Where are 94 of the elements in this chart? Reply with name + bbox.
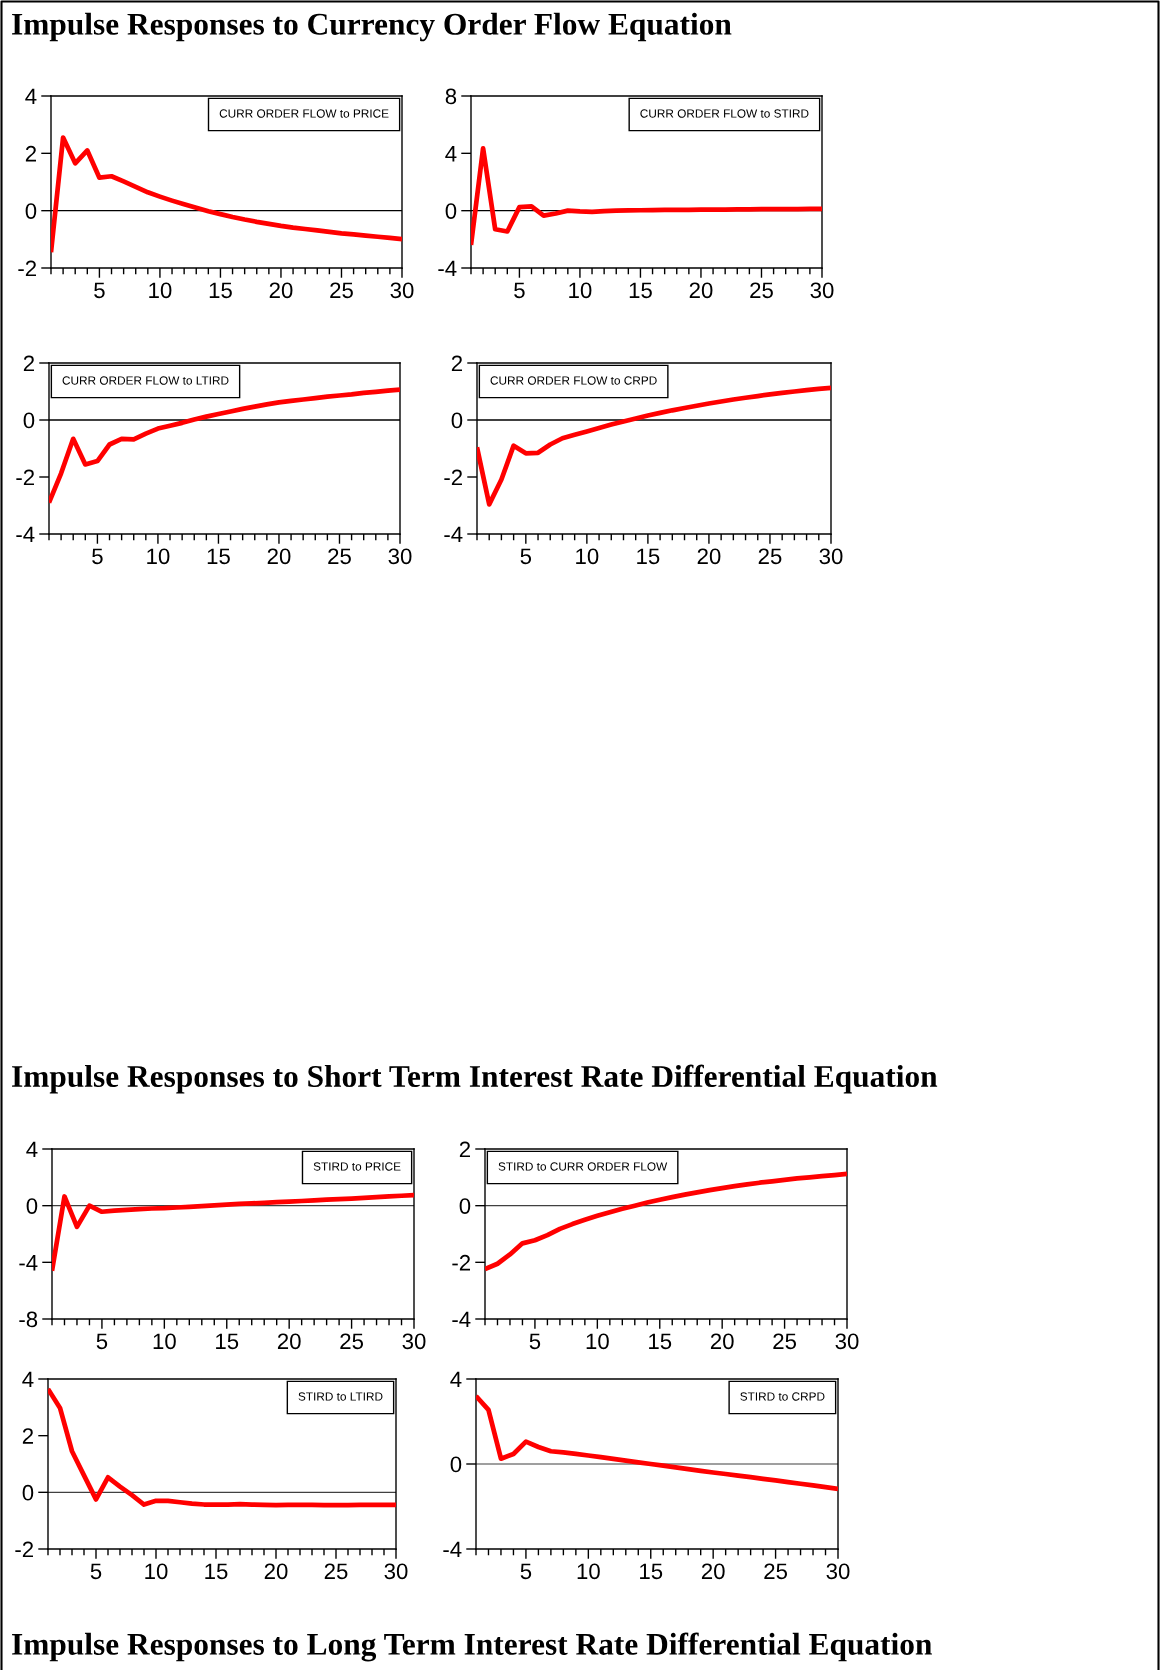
y-tick-label: -4 bbox=[19, 1255, 38, 1271]
x-tick-label: 20 bbox=[264, 1563, 288, 1580]
y-tick-label: 0 bbox=[23, 412, 35, 429]
x-tick-label: 20 bbox=[269, 282, 293, 299]
y-tick-label: 2 bbox=[22, 1428, 33, 1444]
x-tick-label: 15 bbox=[207, 548, 230, 565]
x-tick-label: 5 bbox=[520, 1563, 532, 1580]
y-tick-label: 4 bbox=[450, 1371, 462, 1388]
x-tick-label: 10 bbox=[577, 1563, 600, 1580]
line-series bbox=[476, 1393, 838, 1492]
x-tick-label: 5 bbox=[90, 1563, 102, 1580]
y-tick-label: 8 bbox=[445, 88, 457, 105]
y-tick-label: -4 bbox=[444, 526, 463, 543]
x-tick-label: 30 bbox=[388, 548, 412, 565]
x-tick-label: 10 bbox=[149, 282, 172, 299]
y-tick-label: 4 bbox=[22, 1371, 34, 1388]
y-tick-label: -4 bbox=[452, 1311, 471, 1328]
x-tick-label: 5 bbox=[94, 282, 105, 299]
x-tick-label: 20 bbox=[277, 1333, 301, 1350]
y-tick-label: 4 bbox=[445, 146, 457, 162]
text: STIRD to PRICE bbox=[313, 1162, 401, 1171]
y-tick-label: -4 bbox=[438, 260, 457, 277]
y-tick-label: 0 bbox=[445, 203, 457, 219]
x-tick-label: 30 bbox=[826, 1563, 850, 1580]
x-tick-label: 30 bbox=[402, 1333, 426, 1350]
x-tick-label: 25 bbox=[324, 1563, 348, 1580]
x-tick-label: 10 bbox=[153, 1333, 176, 1350]
x-tick-label: 10 bbox=[147, 548, 170, 565]
y-tick-label: 0 bbox=[459, 1198, 471, 1214]
text: CURR ORDER FLOW to LTIRD bbox=[62, 376, 229, 385]
x-tick-label: 30 bbox=[384, 1563, 408, 1580]
x-tick-label: 5 bbox=[96, 1333, 108, 1350]
y-tick-label: 2 bbox=[459, 1141, 470, 1158]
text: CURR ORDER FLOW to STIRD bbox=[640, 109, 809, 118]
y-tick-label: 2 bbox=[451, 355, 462, 372]
x-tick-label: 25 bbox=[330, 282, 353, 299]
line-series bbox=[52, 1192, 414, 1274]
y-tick-label: 4 bbox=[25, 88, 37, 105]
x-tick-label: 30 bbox=[835, 1333, 859, 1350]
x-tick-label: 20 bbox=[267, 548, 291, 565]
text: Impulse Responses to Long Term Interest Rate Differential Equation bbox=[12, 1632, 932, 1662]
x-tick-label: 5 bbox=[92, 548, 103, 565]
x-tick-label: 25 bbox=[758, 548, 782, 565]
x-tick-label: 20 bbox=[701, 1563, 725, 1580]
text: STIRD to CRPD bbox=[740, 1392, 825, 1401]
y-tick-label: 4 bbox=[26, 1141, 38, 1158]
y-tick-label: -8 bbox=[19, 1311, 38, 1328]
x-tick-label: 15 bbox=[205, 1563, 228, 1580]
x-tick-label: 10 bbox=[586, 1333, 609, 1350]
y-tick-label: 0 bbox=[450, 1456, 462, 1473]
y-tick-label: 0 bbox=[451, 412, 463, 429]
text: CURR ORDER FLOW to CRPD bbox=[490, 376, 657, 385]
x-tick-label: 20 bbox=[689, 282, 713, 299]
x-tick-label: 25 bbox=[750, 282, 773, 299]
x-tick-label: 10 bbox=[145, 1563, 168, 1580]
y-tick-label: -2 bbox=[18, 260, 36, 277]
y-tick-label: -2 bbox=[444, 469, 462, 486]
y-tick-label: 2 bbox=[23, 355, 34, 372]
x-tick-label: 15 bbox=[640, 1563, 663, 1580]
x-tick-label: 10 bbox=[576, 548, 599, 565]
y-tick-label: -2 bbox=[16, 469, 34, 486]
text: STIRD to LTIRD bbox=[298, 1392, 383, 1401]
y-tick-label: 0 bbox=[25, 203, 37, 219]
x-tick-label: 20 bbox=[710, 1333, 734, 1350]
x-tick-label: 25 bbox=[328, 548, 351, 565]
x-tick-label: 25 bbox=[773, 1333, 797, 1350]
y-tick-label: 0 bbox=[26, 1198, 38, 1214]
line-series bbox=[48, 1386, 396, 1508]
x-tick-label: 15 bbox=[216, 1333, 239, 1350]
x-tick-label: 30 bbox=[390, 282, 414, 299]
x-tick-label: 15 bbox=[637, 548, 660, 565]
x-tick-label: 30 bbox=[810, 282, 834, 299]
x-tick-label: 20 bbox=[697, 548, 721, 565]
y-tick-label: 0 bbox=[22, 1484, 34, 1501]
text: Impulse Responses to Currency Order Flow Equation bbox=[12, 12, 732, 42]
x-tick-label: 5 bbox=[529, 1333, 541, 1350]
x-tick-label: 5 bbox=[520, 548, 532, 565]
y-tick-label: -4 bbox=[443, 1541, 462, 1558]
x-tick-label: 25 bbox=[340, 1333, 364, 1350]
x-tick-label: 30 bbox=[819, 548, 843, 565]
x-tick-label: 15 bbox=[629, 282, 652, 299]
y-tick-label: 2 bbox=[25, 145, 36, 162]
y-tick-label: -2 bbox=[452, 1254, 470, 1271]
x-tick-label: 5 bbox=[514, 282, 525, 299]
y-tick-label: -2 bbox=[15, 1541, 33, 1558]
text: Impulse Responses to Short Term Interest Rate Differential Equation bbox=[12, 1064, 938, 1094]
text: STIRD to CURR ORDER FLOW bbox=[498, 1162, 668, 1171]
x-tick-label: 25 bbox=[764, 1563, 788, 1580]
x-tick-label: 15 bbox=[649, 1333, 672, 1350]
y-tick-label: -4 bbox=[16, 526, 35, 543]
text: CURR ORDER FLOW to PRICE bbox=[219, 109, 389, 118]
line-series bbox=[485, 1171, 847, 1272]
x-tick-label: 10 bbox=[569, 282, 592, 299]
x-tick-label: 15 bbox=[209, 282, 232, 299]
